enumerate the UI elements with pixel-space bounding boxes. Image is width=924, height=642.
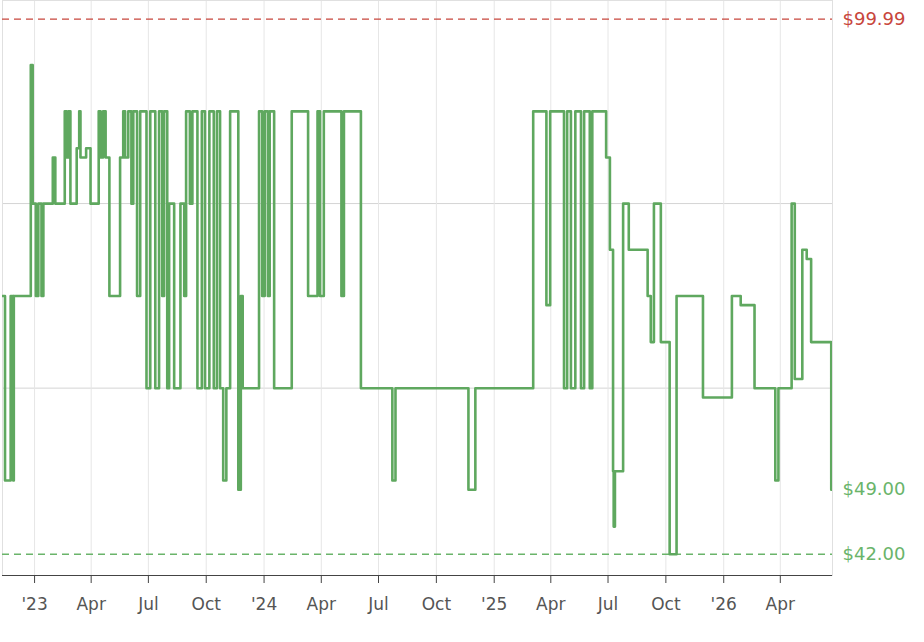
svg-text:Apr: Apr [76, 594, 105, 614]
svg-text:'26: '26 [711, 594, 737, 614]
svg-text:Apr: Apr [536, 594, 565, 614]
svg-text:Apr: Apr [766, 594, 795, 614]
svg-text:$49.00: $49.00 [843, 478, 906, 499]
svg-text:Oct: Oct [422, 594, 452, 614]
svg-text:Jul: Jul [137, 594, 159, 614]
svg-text:Jul: Jul [367, 594, 389, 614]
svg-text:'25: '25 [481, 594, 507, 614]
svg-text:'23: '23 [21, 594, 47, 614]
svg-text:$99.99: $99.99 [843, 8, 906, 29]
svg-text:Apr: Apr [307, 594, 336, 614]
svg-text:'24: '24 [251, 594, 277, 614]
svg-text:Oct: Oct [192, 594, 222, 614]
svg-text:Jul: Jul [597, 594, 619, 614]
svg-text:$42.00: $42.00 [843, 543, 906, 564]
svg-text:Oct: Oct [651, 594, 681, 614]
